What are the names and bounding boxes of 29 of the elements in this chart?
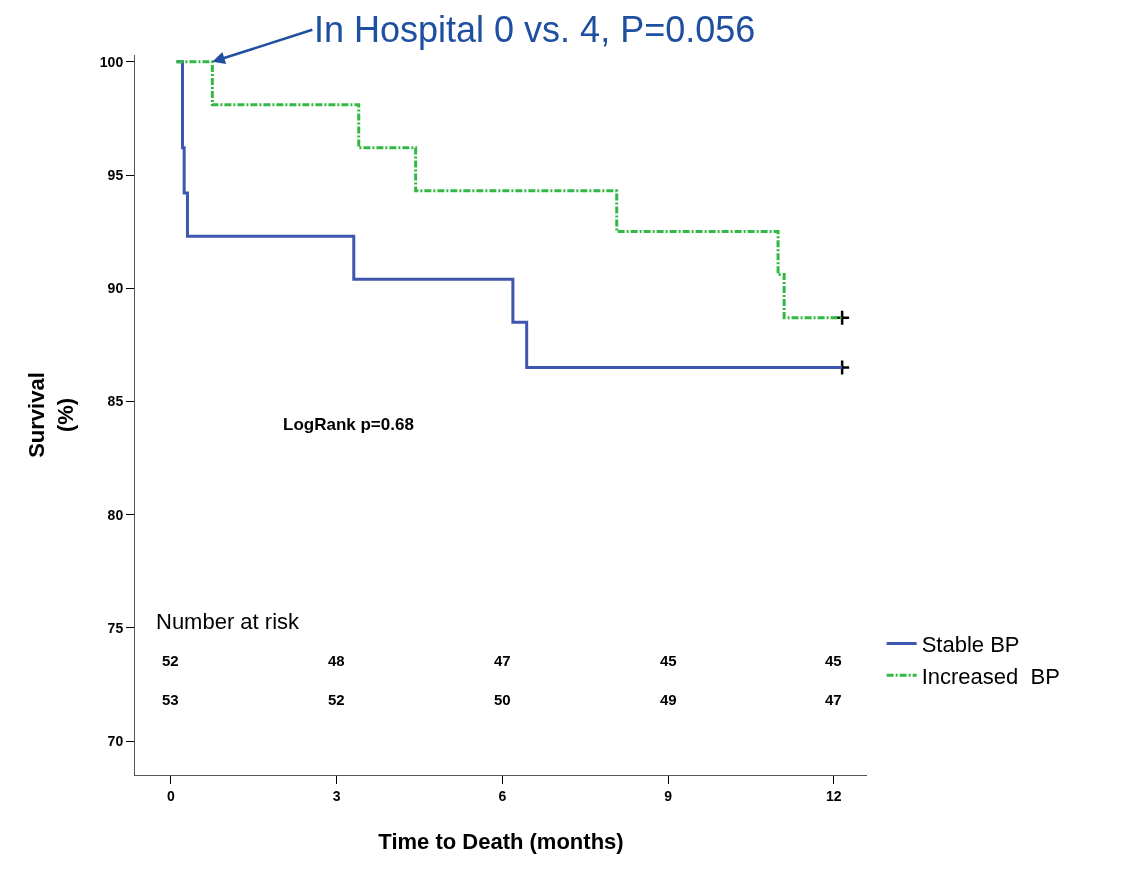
x-tick-label: 9	[664, 787, 673, 804]
x-tick-label: 12	[826, 787, 842, 804]
annotation: 50	[494, 691, 511, 708]
x-tick-label: 0	[167, 787, 176, 804]
x-tick-label: 3	[332, 787, 341, 804]
annotation: 47	[825, 691, 842, 708]
legend-label: Increased BP	[921, 663, 1060, 689]
annotation: 48	[328, 652, 345, 669]
annotation: 49	[660, 691, 677, 708]
y-tick-label: 90	[107, 280, 124, 297]
annotation: LogRank p=0.68	[283, 415, 414, 434]
annotation: Number at risk	[156, 609, 301, 634]
y-axis-title: Survival (%)	[24, 372, 78, 458]
y-tick-label: 100	[99, 53, 124, 70]
legend-label: Stable BP	[921, 632, 1020, 658]
annotation: 45	[660, 652, 677, 669]
y-tick-label: 95	[107, 166, 124, 183]
x-axis-title: Time to Death (months)	[378, 828, 624, 854]
annotation: 52	[328, 691, 345, 708]
y-tick-label: 80	[107, 506, 124, 523]
annotation: In Hospital 0 vs. 4, P=0.056	[314, 9, 756, 50]
annotation: 52	[162, 652, 179, 669]
y-tick-label: 75	[107, 619, 124, 636]
y-tick-label: 85	[107, 393, 124, 410]
x-tick-label: 6	[498, 787, 507, 804]
annotation: 53	[162, 691, 179, 708]
annotation: 47	[494, 652, 511, 669]
annotation: 45	[825, 652, 842, 669]
y-tick-label: 70	[107, 732, 124, 749]
